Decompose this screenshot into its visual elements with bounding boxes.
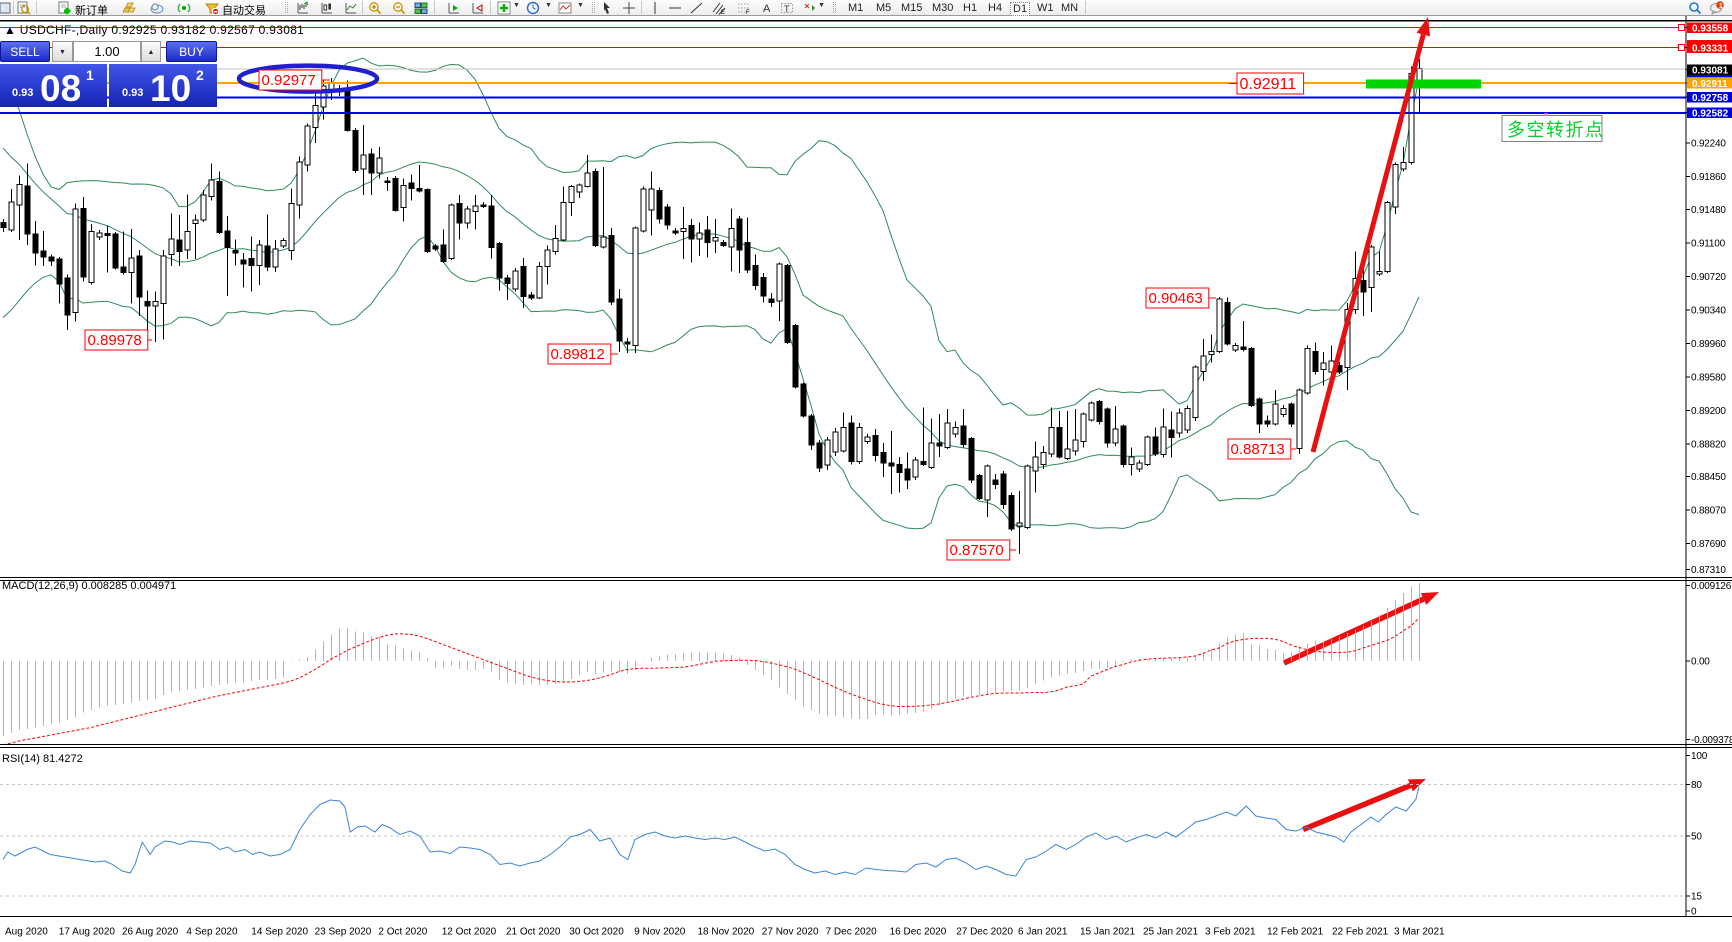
svg-text:14 Sep 2020: 14 Sep 2020	[251, 927, 308, 938]
svg-text:12 Oct 2020: 12 Oct 2020	[442, 927, 497, 938]
svg-text:25 Jan 2021: 25 Jan 2021	[1143, 927, 1198, 938]
svg-text:4 Sep 2020: 4 Sep 2020	[186, 927, 238, 938]
svg-text:0.87690: 0.87690	[1691, 539, 1726, 550]
svg-text:12 Feb 2021: 12 Feb 2021	[1267, 927, 1324, 938]
svg-text:7 Dec 2020: 7 Dec 2020	[826, 927, 878, 938]
svg-text:Aug 2020: Aug 2020	[5, 927, 48, 938]
svg-text:0.92240: 0.92240	[1691, 138, 1726, 149]
svg-text:0.87310: 0.87310	[1691, 565, 1726, 576]
svg-text:22 Feb 2021: 22 Feb 2021	[1332, 927, 1389, 938]
svg-text:100: 100	[1691, 751, 1708, 762]
svg-text:0.92911: 0.92911	[1240, 76, 1297, 93]
svg-text:0.90720: 0.90720	[1691, 272, 1726, 283]
svg-text:0.90340: 0.90340	[1691, 306, 1726, 317]
svg-text:▲ USDCHF-,Daily 0.92925 0.931: ▲ USDCHF-,Daily 0.92925 0.93182 0.92567 …	[4, 23, 304, 37]
svg-text:15 Jan 2021: 15 Jan 2021	[1080, 927, 1135, 938]
svg-text:0.89200: 0.89200	[1691, 406, 1726, 417]
svg-text:6 Jan 2021: 6 Jan 2021	[1018, 927, 1068, 938]
svg-text:0.009126: 0.009126	[1691, 581, 1732, 592]
svg-text:0.91860: 0.91860	[1691, 172, 1726, 183]
svg-text:多空转折点: 多空转折点	[1507, 120, 1605, 140]
svg-text:A: A	[763, 3, 771, 15]
svg-text:MACD(12,26,9) 0.008285 0.00497: MACD(12,26,9) 0.008285 0.004971	[2, 580, 176, 592]
svg-text:21 Oct 2020: 21 Oct 2020	[506, 927, 561, 938]
svg-text:0.92582: 0.92582	[1692, 108, 1729, 119]
svg-text:2 Oct 2020: 2 Oct 2020	[378, 927, 427, 938]
svg-text:0.91100: 0.91100	[1691, 239, 1726, 250]
svg-text:0.88070: 0.88070	[1691, 505, 1726, 516]
svg-text:0.93081: 0.93081	[1692, 66, 1729, 77]
svg-text:18 Nov 2020: 18 Nov 2020	[698, 927, 755, 938]
svg-text:23 Sep 2020: 23 Sep 2020	[315, 927, 372, 938]
svg-text:0.88820: 0.88820	[1691, 439, 1726, 450]
svg-text:15: 15	[1691, 892, 1702, 903]
svg-text:80: 80	[1691, 780, 1702, 791]
svg-text:16 Dec 2020: 16 Dec 2020	[890, 927, 947, 938]
svg-text:0.91480: 0.91480	[1691, 205, 1726, 216]
svg-text:0.93331: 0.93331	[1692, 44, 1729, 55]
svg-text:-0.009378: -0.009378	[1691, 735, 1732, 746]
svg-text:50: 50	[1691, 832, 1702, 843]
svg-text:0.92758: 0.92758	[1692, 93, 1729, 104]
svg-text:0.88450: 0.88450	[1691, 472, 1726, 483]
svg-text:0.88713: 0.88713	[1231, 441, 1285, 458]
svg-text:3 Mar 2021: 3 Mar 2021	[1394, 927, 1445, 938]
svg-text:0.92977: 0.92977	[262, 72, 316, 89]
svg-text:0.89580: 0.89580	[1691, 373, 1726, 384]
svg-text:0.93558: 0.93558	[1692, 24, 1729, 35]
svg-text:0.89812: 0.89812	[551, 346, 605, 363]
svg-text:F: F	[746, 10, 750, 15]
svg-text:0.89960: 0.89960	[1691, 339, 1726, 350]
svg-text:27 Nov 2020: 27 Nov 2020	[762, 927, 819, 938]
svg-text:0.89978: 0.89978	[88, 332, 142, 349]
svg-text:17 Aug 2020: 17 Aug 2020	[59, 927, 116, 938]
svg-text:27 Dec 2020: 27 Dec 2020	[956, 927, 1013, 938]
svg-text:9 Nov 2020: 9 Nov 2020	[634, 927, 686, 938]
svg-text:26 Aug 2020: 26 Aug 2020	[122, 927, 179, 938]
svg-text:0: 0	[1691, 907, 1697, 918]
svg-text:0.90463: 0.90463	[1149, 290, 1203, 307]
svg-text:T: T	[784, 4, 790, 14]
svg-text:3 Feb 2021: 3 Feb 2021	[1205, 927, 1256, 938]
svg-text:1: 1	[1719, 1, 1723, 10]
svg-text:E: E	[721, 10, 725, 15]
svg-text:0.92911: 0.92911	[1692, 79, 1728, 90]
svg-text:RSI(14) 81.4272: RSI(14) 81.4272	[2, 753, 83, 765]
svg-text:30 Oct 2020: 30 Oct 2020	[569, 927, 624, 938]
svg-text:0.00: 0.00	[1691, 657, 1710, 668]
svg-text:0.87570: 0.87570	[950, 542, 1004, 559]
